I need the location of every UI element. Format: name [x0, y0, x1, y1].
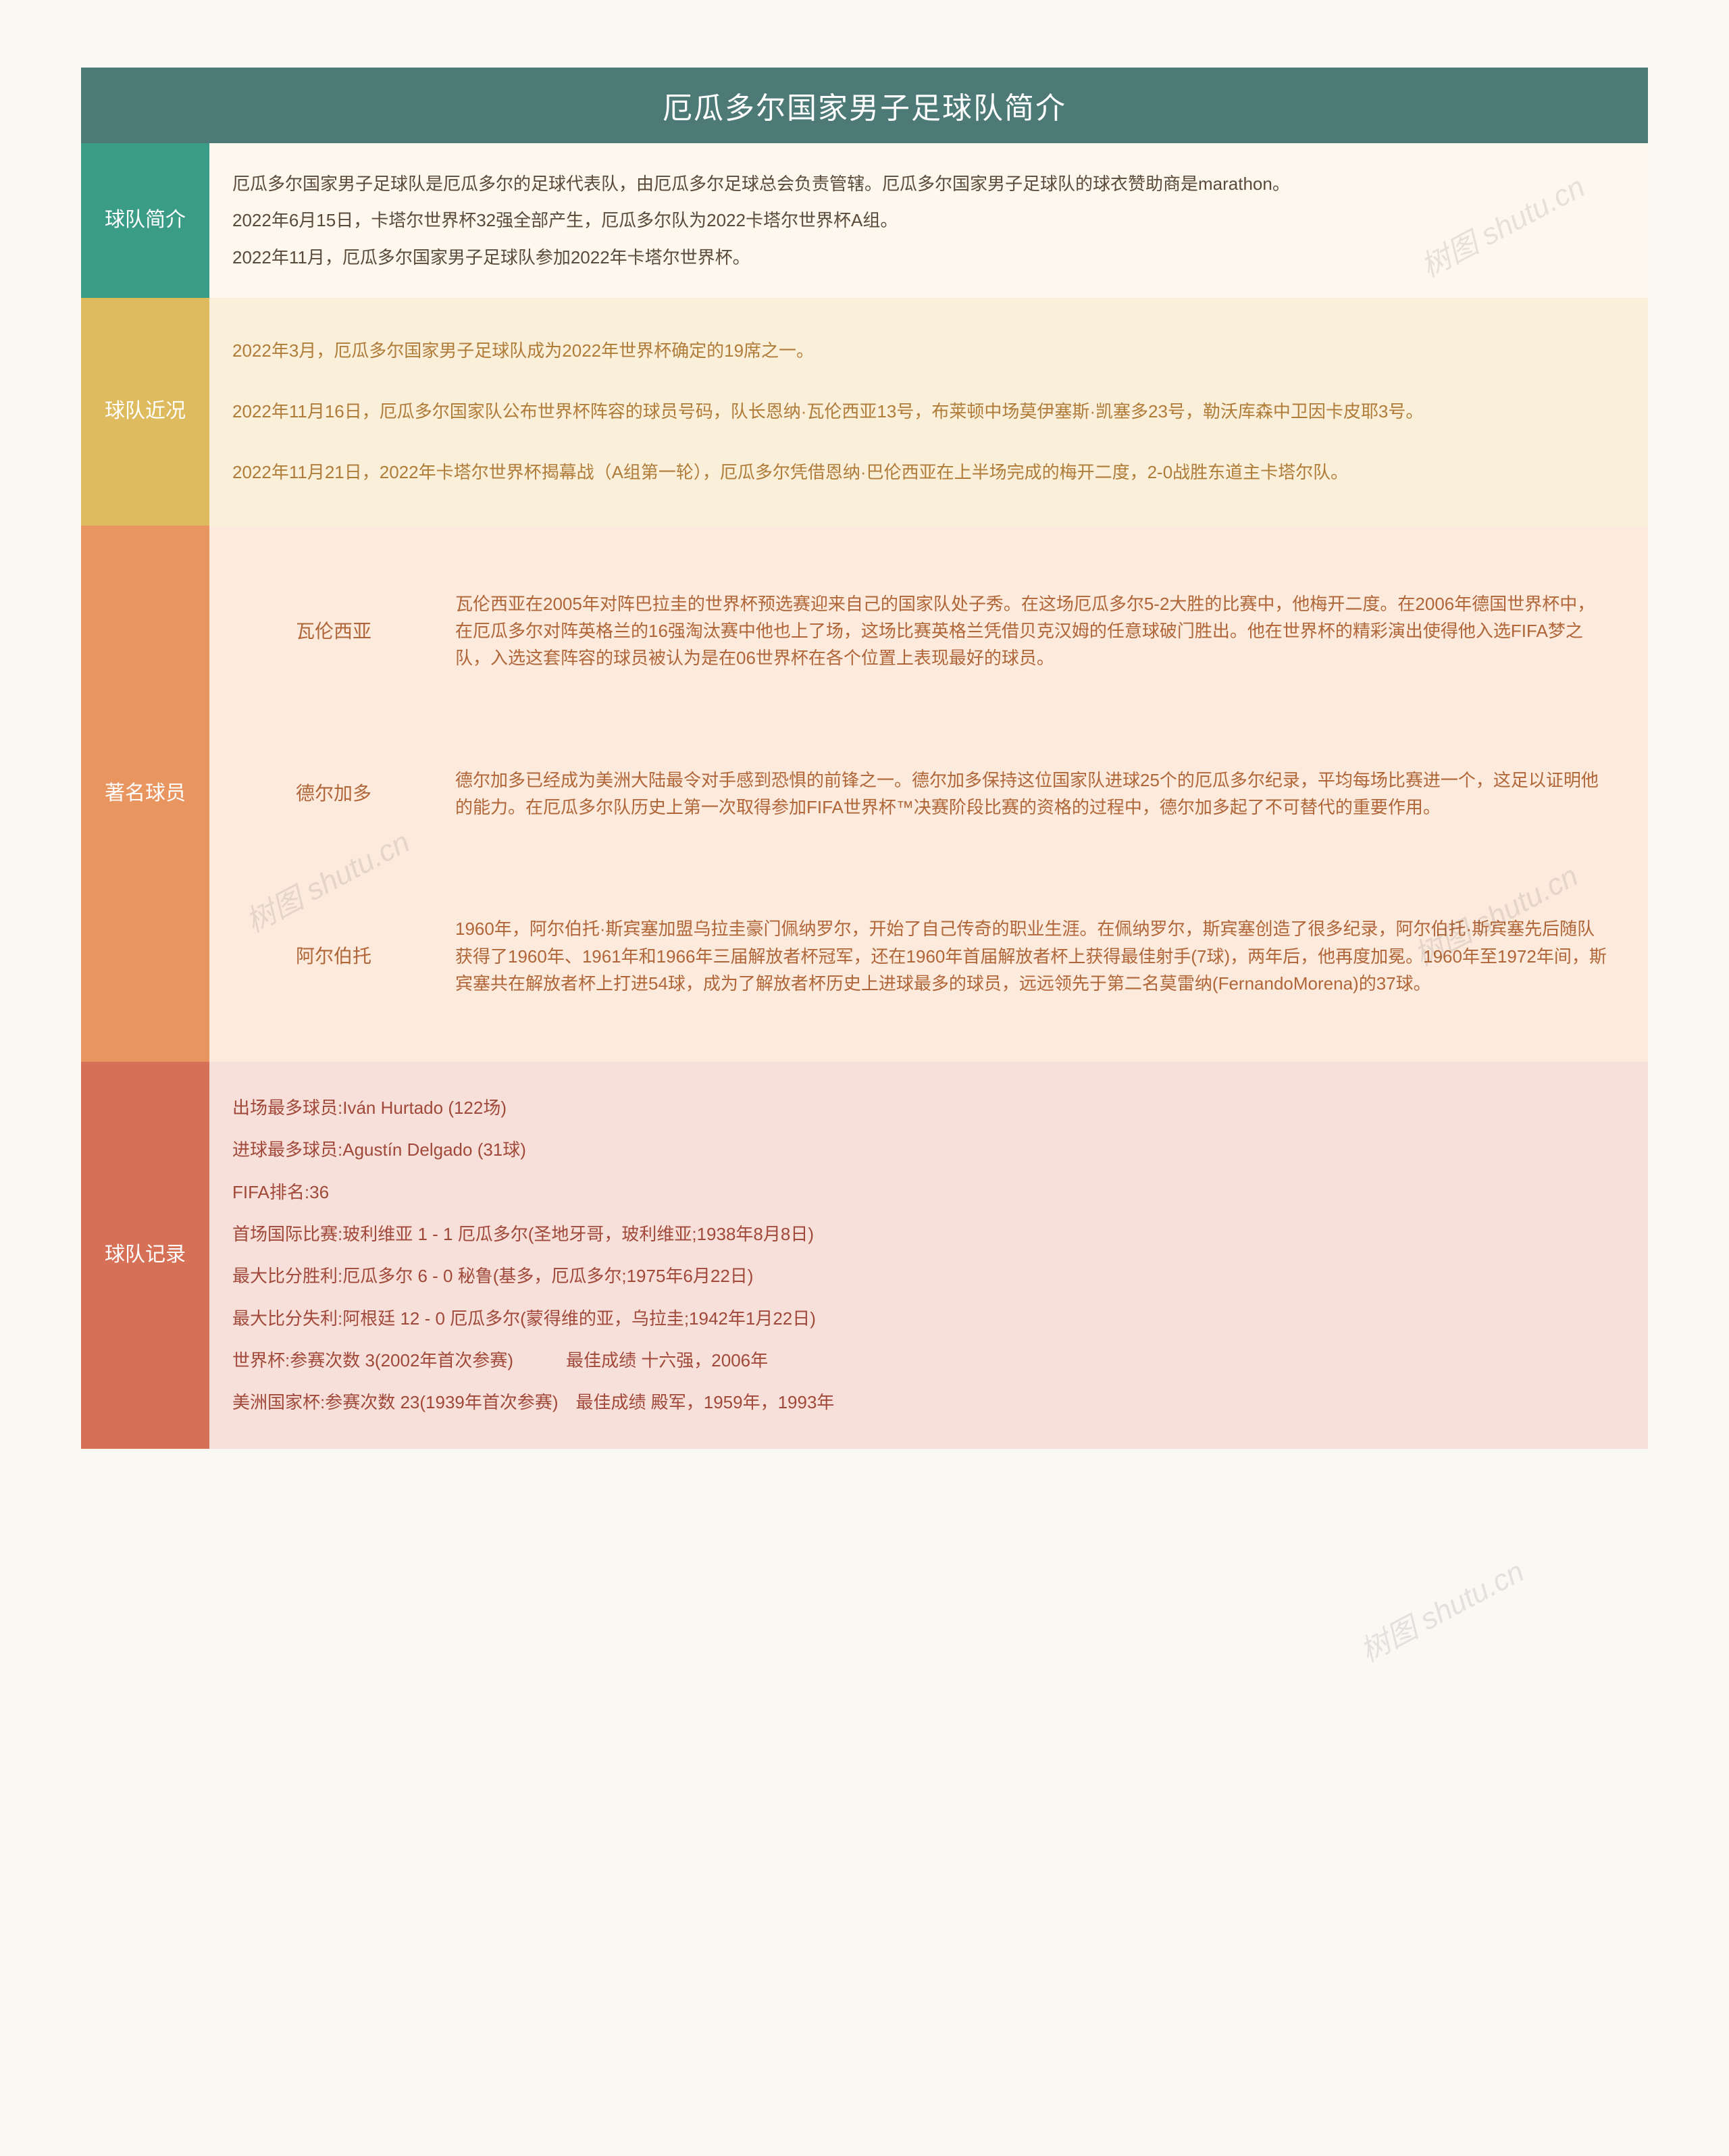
record-1: 出场最多球员:Iván Hurtado (122场) — [232, 1094, 1625, 1121]
player-row-3: 阿尔伯托 1960年，阿尔伯托·斯宾塞加盟乌拉圭豪门佩纳罗尔，开始了自己传奇的职… — [232, 868, 1625, 1044]
player-2-name: 德尔加多 — [232, 779, 435, 808]
section-players-label: 著名球员 — [81, 525, 209, 1062]
player-row-1: 瓦伦西亚 瓦伦西亚在2005年对阵巴拉圭的世界杯预选赛迎来自己的国家队处子秀。在… — [232, 543, 1625, 719]
recent-p1: 2022年3月，厄瓜多尔国家男子足球队成为2022年世界杯确定的19席之一。 — [232, 325, 1625, 376]
section-intro-label: 球队简介 — [81, 143, 209, 298]
section-players-content: 瓦伦西亚 瓦伦西亚在2005年对阵巴拉圭的世界杯预选赛迎来自己的国家队处子秀。在… — [209, 525, 1648, 1062]
record-3: FIFA排名:36 — [232, 1179, 1625, 1206]
section-intro-content: 厄瓜多尔国家男子足球队是厄瓜多尔的足球代表队，由厄瓜多尔足球总会负责管辖。厄瓜多… — [209, 143, 1648, 298]
section-recent: 球队近况 2022年3月，厄瓜多尔国家男子足球队成为2022年世界杯确定的19席… — [81, 298, 1648, 525]
recent-p2: 2022年11月16日，厄瓜多尔国家队公布世界杯阵容的球员号码，队长恩纳·瓦伦西… — [232, 386, 1625, 437]
record-8: 美洲国家杯:参赛次数 23(1939年首次参赛) 最佳成绩 殿军，1959年，1… — [232, 1389, 1625, 1416]
section-recent-content: 2022年3月，厄瓜多尔国家男子足球队成为2022年世界杯确定的19席之一。 2… — [209, 298, 1648, 525]
section-intro: 球队简介 厄瓜多尔国家男子足球队是厄瓜多尔的足球代表队，由厄瓜多尔足球总会负责管… — [81, 143, 1648, 298]
player-row-2: 德尔加多 德尔加多已经成为美洲大陆最令对手感到恐惧的前锋之一。德尔加多保持这位国… — [232, 719, 1625, 869]
player-3-desc: 1960年，阿尔伯托·斯宾塞加盟乌拉圭豪门佩纳罗尔，开始了自己传奇的职业生涯。在… — [435, 915, 1625, 997]
record-2: 进球最多球员:Agustín Delgado (31球) — [232, 1136, 1625, 1163]
player-1-name: 瓦伦西亚 — [232, 617, 435, 646]
record-6: 最大比分失利:阿根廷 12 - 0 厄瓜多尔(蒙得维的亚，乌拉圭;1942年1月… — [232, 1305, 1625, 1332]
section-records-label: 球队记录 — [81, 1062, 209, 1448]
page-title: 厄瓜多尔国家男子足球队简介 — [81, 68, 1648, 143]
intro-p1: 厄瓜多尔国家男子足球队是厄瓜多尔的足球代表队，由厄瓜多尔足球总会负责管辖。厄瓜多… — [232, 170, 1625, 197]
document-root: 厄瓜多尔国家男子足球队简介 球队简介 厄瓜多尔国家男子足球队是厄瓜多尔的足球代表… — [81, 68, 1648, 1449]
player-3-name: 阿尔伯托 — [232, 942, 435, 971]
record-4: 首场国际比赛:玻利维亚 1 - 1 厄瓜多尔(圣地牙哥，玻利维亚;1938年8月… — [232, 1221, 1625, 1248]
watermark: 树图 shutu.cn — [1351, 1547, 1530, 1670]
recent-p3: 2022年11月21日，2022年卡塔尔世界杯揭幕战（A组第一轮），厄瓜多尔凭借… — [232, 446, 1625, 498]
record-7: 世界杯:参赛次数 3(2002年首次参赛) 最佳成绩 十六强，2006年 — [232, 1347, 1625, 1374]
record-5: 最大比分胜利:厄瓜多尔 6 - 0 秘鲁(基多，厄瓜多尔;1975年6月22日) — [232, 1262, 1625, 1289]
section-players: 著名球员 瓦伦西亚 瓦伦西亚在2005年对阵巴拉圭的世界杯预选赛迎来自己的国家队… — [81, 525, 1648, 1062]
section-recent-label: 球队近况 — [81, 298, 209, 525]
section-records: 球队记录 出场最多球员:Iván Hurtado (122场) 进球最多球员:A… — [81, 1062, 1648, 1448]
section-records-content: 出场最多球员:Iván Hurtado (122场) 进球最多球员:Agustí… — [209, 1062, 1648, 1448]
intro-p2: 2022年6月15日，卡塔尔世界杯32强全部产生，厄瓜多尔队为2022卡塔尔世界… — [232, 207, 1625, 234]
intro-p3: 2022年11月，厄瓜多尔国家男子足球队参加2022年卡塔尔世界杯。 — [232, 244, 1625, 271]
player-1-desc: 瓦伦西亚在2005年对阵巴拉圭的世界杯预选赛迎来自己的国家队处子秀。在这场厄瓜多… — [435, 590, 1625, 672]
player-2-desc: 德尔加多已经成为美洲大陆最令对手感到恐惧的前锋之一。德尔加多保持这位国家队进球2… — [435, 767, 1625, 821]
